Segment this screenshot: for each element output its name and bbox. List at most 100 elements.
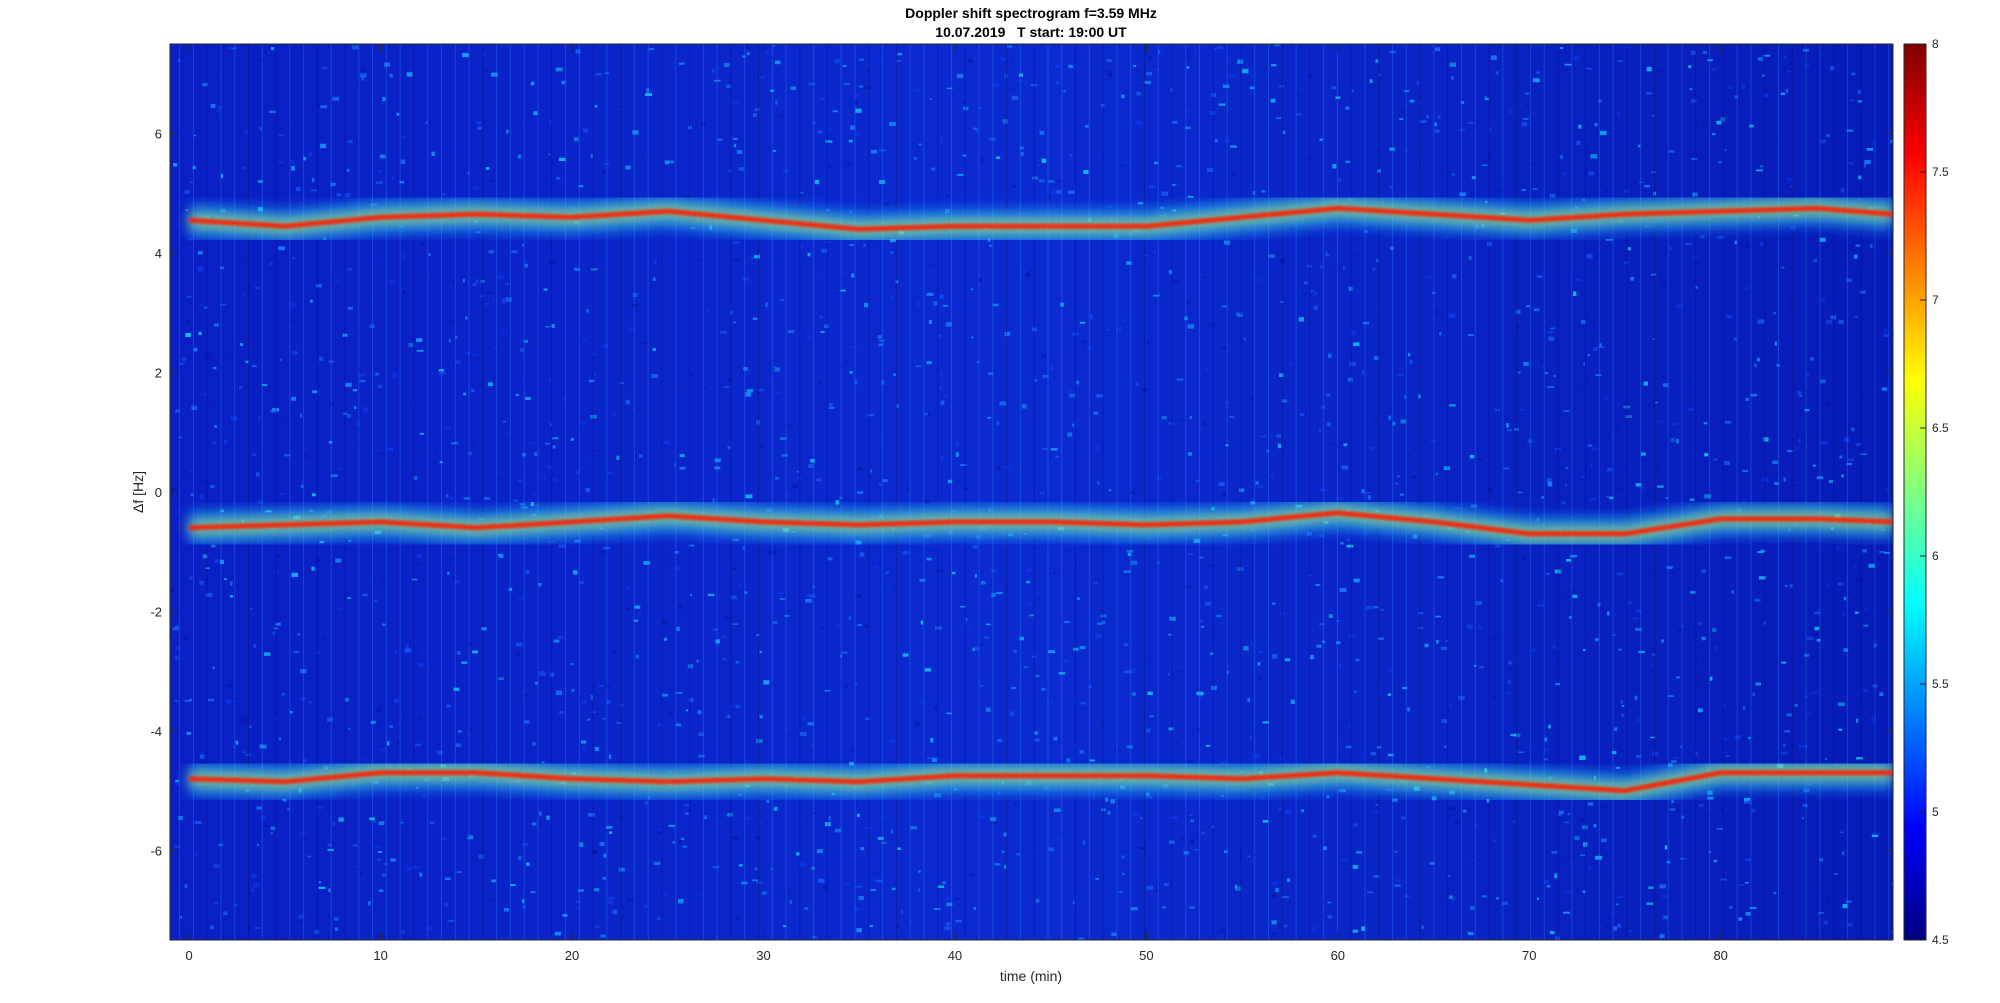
noise-speck	[1846, 462, 1853, 466]
noise-speck	[327, 843, 332, 847]
noise-speck	[291, 320, 298, 324]
noise-speck	[1623, 405, 1631, 409]
noise-speck	[199, 580, 204, 585]
noise-speck	[336, 193, 341, 197]
noise-speck	[870, 888, 877, 891]
noise-speck	[679, 610, 683, 612]
noise-speck	[746, 389, 753, 393]
noise-speck	[1355, 658, 1360, 662]
noise-speck	[635, 654, 639, 659]
noise-speck	[994, 863, 1001, 866]
noise-speck	[726, 84, 731, 88]
noise-speck	[539, 671, 546, 676]
noise-speck	[1079, 646, 1086, 649]
noise-speck	[406, 866, 412, 871]
noise-speck	[679, 454, 685, 457]
noise-speck	[738, 167, 745, 171]
noise-speck	[1750, 393, 1757, 397]
noise-speck	[1856, 718, 1859, 723]
noise-speck	[1341, 858, 1348, 862]
noise-speck	[745, 392, 752, 397]
noise-speck	[703, 50, 708, 55]
noise-speck	[183, 470, 187, 473]
noise-speck	[1270, 98, 1276, 103]
noise-speck	[1241, 68, 1249, 74]
noise-speck	[1164, 883, 1169, 886]
noise-speck	[603, 853, 607, 858]
noise-speck	[1816, 476, 1823, 480]
signal-band-3	[188, 755, 1893, 808]
noise-speck	[708, 386, 713, 390]
noise-speck	[1304, 281, 1309, 285]
noise-speck	[682, 845, 687, 848]
noise-speck	[1479, 666, 1485, 669]
noise-speck	[526, 862, 530, 866]
noise-speck	[570, 663, 574, 666]
noise-speck	[812, 121, 817, 124]
noise-speck	[174, 700, 179, 702]
noise-speck	[606, 830, 614, 832]
noise-speck	[1760, 242, 1764, 247]
noise-speck	[756, 881, 763, 884]
noise-speck	[1857, 89, 1862, 94]
noise-speck	[963, 106, 969, 111]
noise-speck	[481, 743, 484, 747]
noise-speck	[661, 693, 669, 697]
noise-speck	[1183, 851, 1189, 855]
noise-speck	[1617, 923, 1621, 928]
noise-speck	[1787, 449, 1793, 453]
noise-speck	[1399, 493, 1404, 496]
noise-speck	[674, 566, 680, 571]
noise-speck	[1447, 875, 1450, 878]
noise-speck	[867, 414, 874, 417]
noise-speck	[1702, 51, 1708, 54]
noise-speck	[1280, 301, 1284, 303]
noise-speck	[878, 149, 886, 152]
noise-speck	[491, 898, 496, 901]
noise-speck	[245, 753, 252, 756]
y-tick-label: 2	[155, 366, 162, 381]
noise-speck	[1302, 292, 1307, 296]
noise-speck	[1858, 175, 1862, 180]
x-tick-label: 10	[373, 948, 387, 963]
noise-speck	[1418, 612, 1424, 615]
noise-speck	[640, 342, 648, 345]
noise-speck	[873, 566, 878, 569]
noise-speck	[1271, 894, 1277, 899]
noise-speck	[491, 879, 496, 883]
noise-speck	[855, 682, 858, 685]
noise-speck	[1167, 422, 1175, 425]
noise-speck	[1021, 404, 1027, 409]
noise-speck	[1141, 388, 1148, 391]
noise-speck	[707, 593, 715, 597]
noise-speck	[250, 607, 253, 610]
noise-speck	[1339, 663, 1342, 668]
noise-speck	[1757, 551, 1764, 554]
noise-speck	[611, 650, 617, 654]
noise-speck	[1115, 327, 1122, 332]
noise-speck	[828, 816, 831, 821]
noise-speck	[230, 581, 233, 586]
noise-speck	[1527, 500, 1530, 504]
noise-speck	[1602, 436, 1608, 439]
noise-speck	[946, 712, 952, 715]
noise-speck	[1646, 66, 1652, 72]
noise-speck	[311, 493, 316, 497]
noise-speck	[1709, 676, 1713, 681]
noise-speck	[379, 154, 386, 159]
noise-speck	[1781, 661, 1786, 664]
noise-speck	[732, 836, 739, 840]
noise-speck	[756, 739, 763, 743]
noise-speck	[1556, 658, 1560, 663]
noise-speck	[1731, 590, 1734, 594]
noise-speck	[1797, 390, 1802, 395]
noise-speck	[732, 623, 739, 625]
noise-speck	[1772, 460, 1778, 465]
noise-speck	[444, 902, 449, 907]
noise-speck	[599, 550, 607, 554]
noise-speck	[664, 637, 667, 641]
noise-speck	[255, 472, 260, 477]
noise-speck	[1653, 191, 1657, 196]
colorbar: 87.576.565.554.5	[1903, 37, 1949, 947]
noise-speck	[1319, 138, 1323, 141]
